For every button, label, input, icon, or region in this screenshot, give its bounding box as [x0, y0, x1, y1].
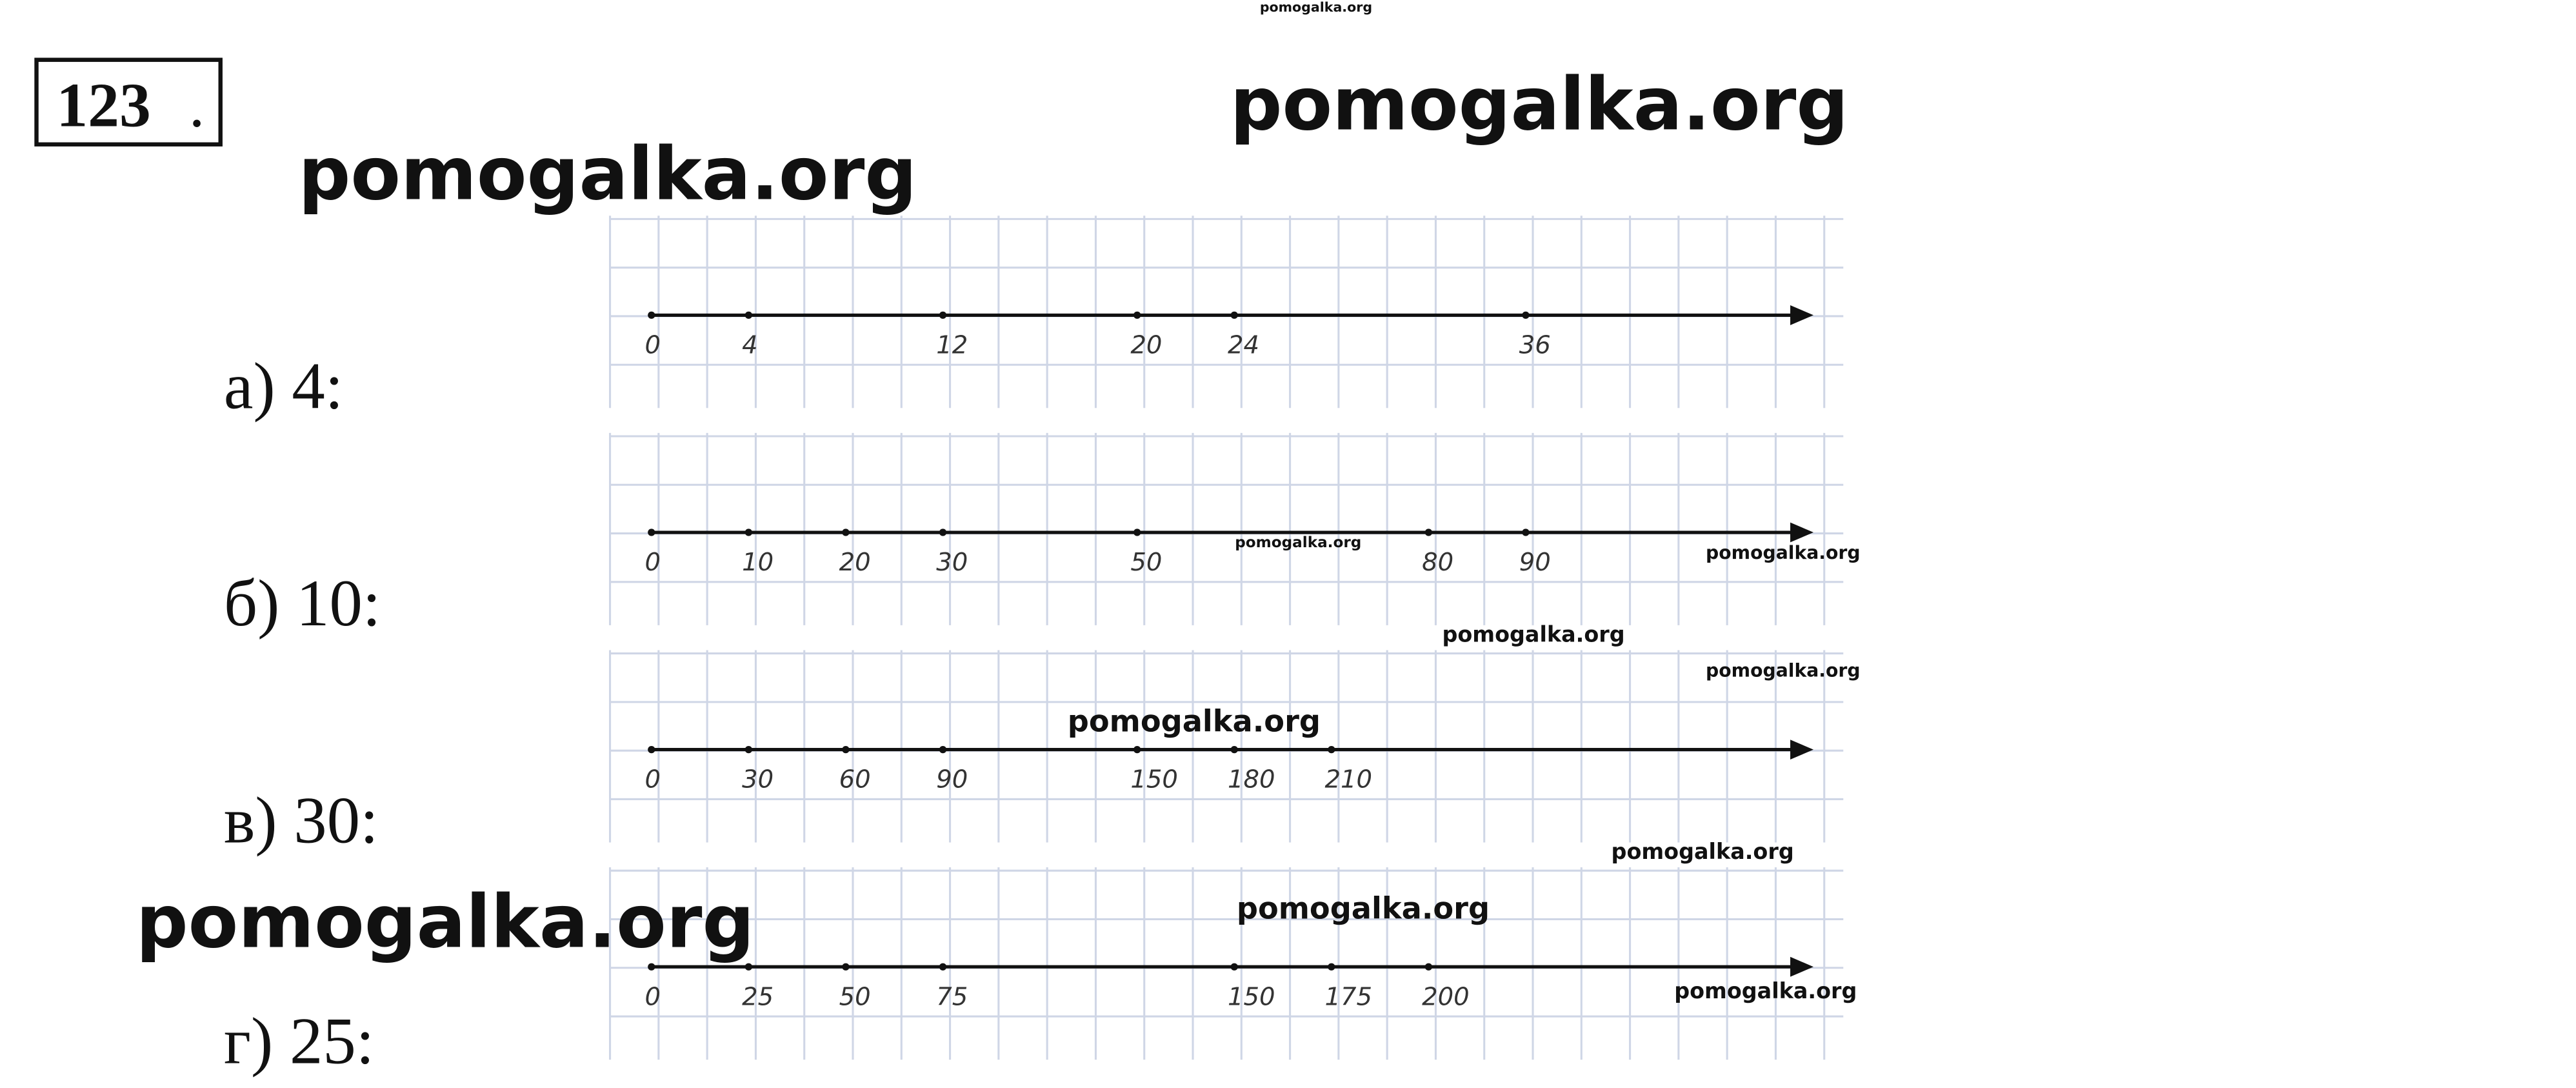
tick-dot	[1424, 963, 1433, 971]
tick-dot	[1133, 311, 1141, 319]
tick-dot	[1230, 745, 1238, 754]
tick-dot	[648, 963, 655, 971]
problem-period: .	[189, 70, 205, 140]
tick-label: 0	[645, 982, 661, 1011]
tick-label: 90	[936, 765, 968, 794]
tick-label: 0	[645, 765, 661, 794]
tick-label: 0	[645, 331, 661, 360]
tick-label: 60	[839, 765, 871, 794]
watermark: pomogalka.org	[1260, 0, 1372, 15]
tick-dot	[1133, 745, 1141, 754]
watermark: pomogalka.org	[1230, 62, 1849, 147]
tick-dot	[744, 745, 753, 754]
tick-dot	[648, 529, 655, 536]
item-label: г) 25:	[224, 1004, 374, 1078]
tick-label: 25	[742, 982, 774, 1011]
tick-dot	[1328, 963, 1335, 971]
tick-label: 20	[1130, 331, 1162, 360]
tick-dot	[1522, 529, 1530, 536]
tick-dot	[648, 311, 655, 319]
watermark: pomogalka.org	[1068, 703, 1321, 738]
tick-label: 90	[1519, 548, 1551, 577]
arrow-head	[1790, 740, 1814, 760]
tick-dot	[744, 529, 753, 536]
tick-label: 12	[936, 331, 968, 360]
watermark: pomogalka.org	[1612, 839, 1794, 864]
tick-dot	[1424, 529, 1433, 536]
arrow-head	[1790, 956, 1814, 977]
tick-label: 36	[1519, 331, 1551, 360]
tick-dot	[939, 529, 947, 536]
item-label: б) 10:	[224, 567, 381, 640]
tick-label: 30	[936, 548, 968, 577]
tick-label: 30	[742, 765, 774, 794]
tick-dot	[842, 963, 850, 971]
tick-dot	[939, 311, 947, 319]
tick-label: 10	[742, 548, 774, 577]
watermark: pomogalka.org	[1442, 622, 1624, 647]
tick-label: 150	[1228, 982, 1275, 1011]
watermark: pomogalka.org	[136, 879, 755, 964]
tick-label: 24	[1228, 331, 1259, 360]
tick-dot	[648, 745, 655, 754]
watermark: pomogalka.org	[1706, 660, 1861, 681]
number-box	[34, 57, 223, 146]
tick-label: 210	[1325, 765, 1373, 794]
tick-dot	[1133, 529, 1141, 536]
tick-label: 200	[1422, 982, 1470, 1011]
tick-dot	[1230, 311, 1238, 319]
item-label: а) 4:	[224, 349, 343, 423]
tick-dot	[1328, 745, 1335, 754]
watermark: pomogalka.org	[1235, 534, 1361, 551]
watermark: pomogalka.org	[299, 132, 917, 217]
tick-label: 0	[645, 548, 661, 577]
tick-label: 75	[936, 982, 968, 1011]
tick-dot	[744, 963, 753, 971]
tick-label: 20	[839, 548, 871, 577]
watermark: pomogalka.org	[1706, 542, 1861, 563]
tick-label: 180	[1228, 765, 1275, 794]
problem-number: 123	[56, 70, 150, 140]
arrow-head	[1790, 522, 1814, 543]
tick-dot	[1522, 311, 1530, 319]
tick-dot	[842, 745, 850, 754]
watermark: pomogalka.org	[1237, 891, 1490, 926]
tick-dot	[1230, 963, 1238, 971]
arrow-head	[1790, 305, 1814, 325]
tick-label: 80	[1422, 548, 1453, 577]
tick-dot	[939, 745, 947, 754]
tick-label: 175	[1325, 982, 1373, 1011]
watermark: pomogalka.org	[1674, 978, 1857, 1003]
tick-dot	[744, 311, 753, 319]
tick-dot	[842, 529, 850, 536]
tick-dot	[939, 963, 947, 971]
tick-label: 4	[742, 331, 758, 360]
item-label: в) 30:	[224, 784, 379, 858]
tick-label: 150	[1130, 765, 1178, 794]
tick-label: 50	[1130, 548, 1162, 577]
tick-label: 50	[839, 982, 871, 1011]
